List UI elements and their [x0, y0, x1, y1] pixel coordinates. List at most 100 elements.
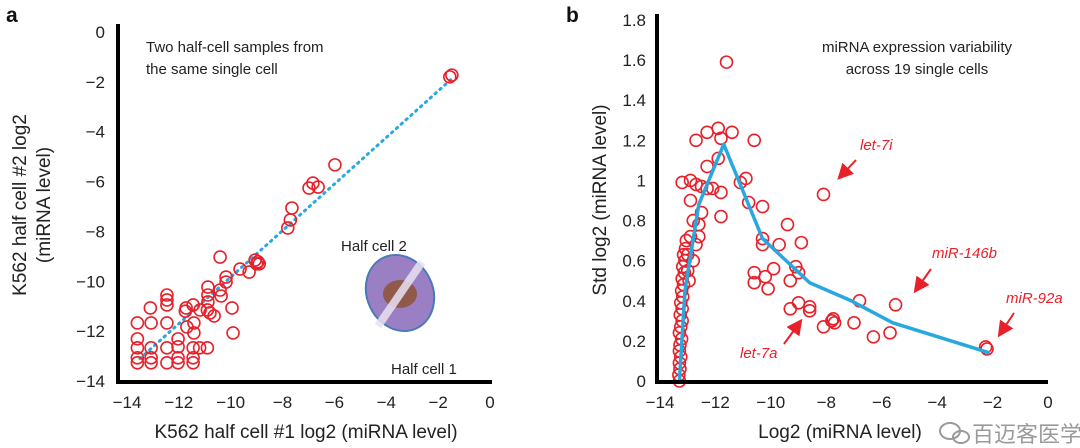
data-point [225, 301, 239, 315]
data-point [866, 330, 881, 344]
panel-label-b: b [566, 4, 579, 27]
watermark-text: 百迈客医学 [972, 423, 1080, 448]
data-point [783, 273, 798, 288]
data-point [714, 185, 728, 200]
data-point [160, 288, 174, 302]
data-point [242, 265, 256, 279]
data-point [719, 55, 734, 69]
data-point [201, 288, 215, 302]
data-point [226, 326, 240, 340]
data-point [788, 259, 803, 274]
panel-b-x-tick: −4 [927, 393, 946, 412]
panel-a-y-tick: −8 [86, 222, 105, 241]
data-point [847, 316, 861, 330]
data-point [280, 221, 295, 235]
half-cell-1-label: Half cell 1 [391, 361, 457, 378]
panel-a-y-tick: −6 [86, 173, 105, 192]
panel-b-y-tick: 1.6 [622, 51, 646, 70]
data-point [213, 250, 227, 264]
panel-b-x-tick: −2 [983, 393, 1002, 412]
panel-b-annotation-line1: miRNA expression variability [822, 39, 1013, 56]
data-point [443, 70, 457, 84]
data-point [192, 341, 207, 355]
panel-b-y-tick: 0.8 [622, 212, 646, 231]
panel-a-x-tick: 0 [485, 393, 494, 412]
panel-b-x-tick: −8 [817, 393, 836, 412]
panel-a-x-tick: −12 [164, 393, 193, 412]
panel-a-x-tick: −10 [216, 393, 245, 412]
data-point [160, 293, 174, 307]
data-point [233, 262, 247, 276]
panel-a-y-tick: −12 [76, 322, 105, 341]
data-point [283, 213, 298, 227]
data-point [144, 316, 158, 330]
data-point [328, 158, 342, 172]
data-point [825, 314, 839, 328]
panel-a-y-label-line1: K562 half cell #2 log2 [10, 114, 31, 296]
data-point [201, 280, 215, 294]
wechat-icon [939, 422, 970, 444]
data-point [144, 351, 158, 365]
data-point [160, 356, 174, 370]
data-point [883, 326, 897, 340]
data-point [675, 175, 689, 190]
panel-a-x-tick: −14 [113, 393, 142, 412]
half-cell-2-label: Half cell 2 [341, 238, 407, 255]
data-point [186, 356, 200, 370]
data-point [747, 275, 762, 290]
panel-a-y-label-line2: (miRNA level) [34, 147, 55, 263]
panel-b-x-tick: 0 [1043, 393, 1052, 412]
data-point [725, 125, 739, 140]
label-let-7a: let-7a [740, 345, 778, 362]
data-point [711, 151, 726, 166]
panel-b-y-tick: 1.8 [622, 11, 646, 30]
panel-b-y-tick: 1.2 [622, 131, 646, 150]
watermark: 百迈客医学 [939, 422, 1080, 448]
data-point [827, 316, 842, 330]
data-point [186, 351, 200, 365]
data-point [130, 356, 145, 370]
arrow-let-7a [783, 318, 803, 345]
data-point [686, 253, 701, 268]
panel-a-y-tick: −14 [76, 372, 105, 391]
label-let-7i: let-7i [860, 137, 893, 154]
panel-a-x-tick: −8 [273, 393, 292, 412]
panel-a-x-tick: −4 [377, 393, 396, 412]
panel-b-y-tick: 0.4 [622, 292, 646, 311]
data-point [143, 301, 158, 315]
panel-b-y-tick: 0.2 [622, 332, 646, 351]
data-point [187, 326, 201, 340]
half-cell-illustration [364, 254, 436, 332]
data-point [171, 340, 185, 354]
data-point [711, 121, 726, 136]
data-point [187, 316, 201, 330]
data-point [816, 187, 831, 202]
arrow-mir-92a [997, 312, 1015, 338]
data-point [791, 295, 806, 310]
panel-b-y-tick: 0 [637, 372, 646, 391]
panel-b-y-tick: 1.4 [622, 91, 646, 110]
data-point [747, 133, 762, 148]
panel-a-annotation-line2: the same single cell [146, 61, 278, 78]
data-point [144, 356, 158, 370]
data-point [130, 351, 145, 365]
panel-a-x-tick: −6 [325, 393, 344, 412]
data-point [144, 341, 158, 355]
data-point [791, 265, 806, 280]
data-point [160, 316, 174, 330]
data-point [251, 255, 265, 269]
fit-line [677, 142, 991, 382]
data-point [888, 297, 903, 312]
panel-a: a Two half-cell samples from the same si… [6, 4, 495, 443]
panel-a-y-tick: 0 [96, 23, 105, 42]
data-point [802, 299, 817, 314]
data-point [130, 341, 145, 355]
data-point [714, 209, 728, 224]
data-point [171, 356, 185, 370]
panel-b-y-tick: 1 [637, 171, 646, 190]
data-point [160, 298, 174, 312]
panel-a-annotation-line1: Two half-cell samples from [146, 39, 324, 56]
data-point [783, 301, 798, 316]
panel-b-x-tick: −6 [872, 393, 891, 412]
